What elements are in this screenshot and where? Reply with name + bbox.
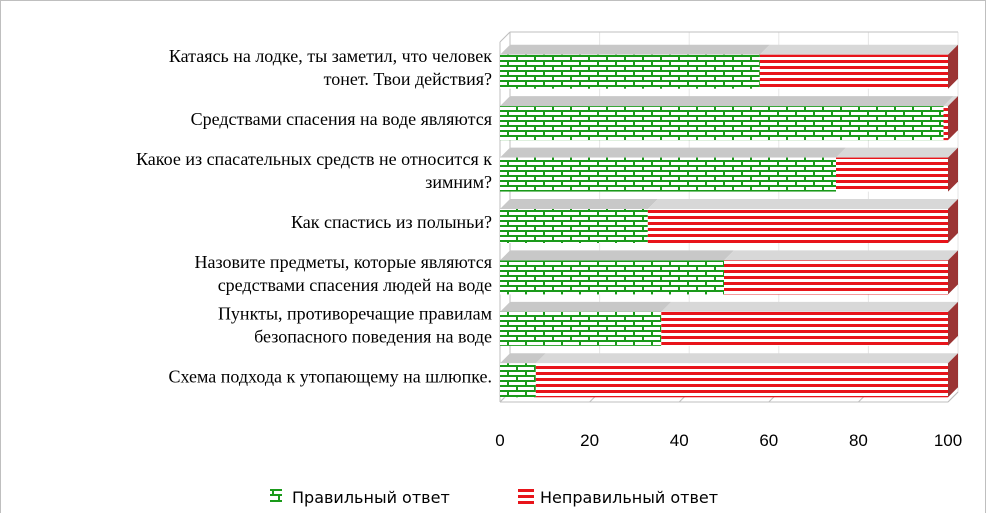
bars bbox=[500, 44, 958, 398]
legend-label: Неправильный ответ bbox=[540, 488, 718, 507]
bar-side-face bbox=[948, 353, 958, 398]
bar-top-face bbox=[724, 250, 958, 261]
legend: Правильный ответ Неправильный ответ bbox=[270, 488, 718, 507]
bar-segment bbox=[661, 311, 948, 346]
category-labels: Катаясь на лодке, ты заметил, что челове… bbox=[136, 46, 492, 386]
bar-top-face bbox=[535, 353, 958, 364]
bar-segment bbox=[943, 106, 948, 141]
bar-top-face bbox=[500, 301, 672, 312]
bar-segment bbox=[500, 311, 662, 346]
bar-side-face bbox=[948, 199, 958, 243]
bar-top-face bbox=[759, 44, 958, 55]
bar-top-face bbox=[647, 199, 958, 209]
category-label: Назовите предметы, которые являются bbox=[194, 252, 492, 272]
legend-label: Правильный ответ bbox=[292, 488, 450, 507]
bar-side-face bbox=[948, 96, 958, 141]
legend-swatch-correct bbox=[270, 489, 282, 502]
bar-top-face bbox=[500, 199, 658, 209]
bar-side-face bbox=[948, 44, 958, 89]
x-tick-label: 40 bbox=[670, 431, 689, 450]
bar-side-face bbox=[948, 301, 958, 346]
bar-segment bbox=[535, 363, 948, 398]
x-tick-label: 80 bbox=[849, 431, 868, 450]
bar-side-face bbox=[948, 250, 958, 295]
plot-corner-right bbox=[947, 391, 959, 403]
bar-top-face bbox=[500, 96, 954, 107]
plot-corner-top bbox=[499, 31, 511, 43]
bar-top-face bbox=[500, 44, 770, 55]
category-label: Пункты, противоречащие правилам bbox=[218, 303, 492, 323]
x-tick-label: 0 bbox=[495, 431, 504, 450]
bar-segment bbox=[500, 260, 724, 295]
category-label: средствами спасения людей на воде bbox=[218, 275, 492, 295]
legend-swatch-incorrect bbox=[518, 489, 534, 492]
bar-top-face bbox=[500, 250, 734, 261]
x-tick-label: 20 bbox=[580, 431, 599, 450]
bar-segment bbox=[500, 106, 944, 141]
bar-segment bbox=[724, 260, 948, 295]
bar-top-face bbox=[661, 301, 958, 312]
x-tick-label: 100 bbox=[934, 431, 962, 450]
legend-swatch-incorrect-stripe bbox=[518, 495, 534, 498]
bar-top-face bbox=[943, 96, 958, 107]
legend-swatch-incorrect-stripe bbox=[518, 501, 534, 504]
category-label: Схема подхода к утопающему на шлюпке. bbox=[168, 366, 492, 386]
bar-segment bbox=[500, 363, 536, 398]
category-label: Как спастись из полыньи? bbox=[291, 212, 492, 232]
bar-segment bbox=[836, 157, 948, 192]
bar-segment bbox=[500, 54, 760, 89]
bar-side-face bbox=[948, 147, 958, 192]
category-label: Катаясь на лодке, ты заметил, что челове… bbox=[169, 46, 492, 66]
bar-segment bbox=[500, 209, 648, 243]
x-tick-label: 60 bbox=[759, 431, 778, 450]
category-label: тонет. Твои действия? bbox=[324, 69, 492, 89]
x-tick-labels: 0 20 40 60 80 100 bbox=[495, 431, 962, 450]
category-label: зимним? bbox=[425, 172, 492, 192]
category-label: Какое из спасательных средств не относит… bbox=[136, 149, 492, 169]
bar-segment bbox=[647, 209, 948, 243]
bar-top-face bbox=[500, 353, 546, 364]
bar-top-face bbox=[500, 147, 846, 158]
bar-top-face bbox=[836, 147, 958, 158]
bar-segment bbox=[500, 157, 836, 192]
category-label: Средствами спасения на воде являются bbox=[191, 109, 492, 129]
category-label: безопасного поведения на воде bbox=[254, 326, 492, 346]
bar-segment bbox=[759, 54, 948, 89]
